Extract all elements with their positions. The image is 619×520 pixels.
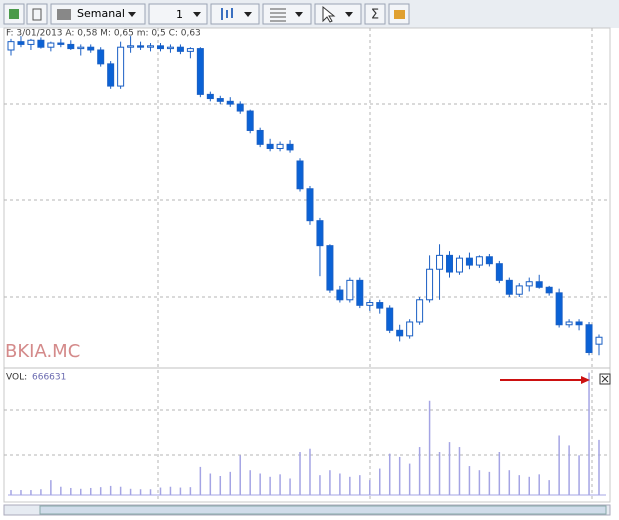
candle-body [426,268,434,301]
candle-body [296,160,304,190]
candle-body [406,321,414,337]
chart-type-button[interactable] [210,3,260,25]
volume-label: VOL: [6,373,27,383]
candle-body [386,307,394,331]
candle-body [376,302,384,309]
candle-body [117,46,125,87]
candle-body [97,49,105,65]
candle-body [505,279,513,295]
candle-body [306,188,314,222]
volume-value: 666631 [32,373,66,383]
arrow-head [581,376,590,384]
candle-body [246,110,254,131]
candle-body [336,289,344,301]
save-icon [9,9,19,19]
scroll-thumb[interactable] [39,505,607,515]
candle-body [545,286,553,294]
close-icon [601,375,609,383]
plot-frame [3,27,611,503]
candle-body [17,41,25,45]
candle-body [137,45,145,48]
config-icon [394,10,405,19]
candle-body [525,281,533,287]
candle-body [585,324,593,354]
candle-body [147,45,155,48]
candle-body [37,39,45,48]
candle-body [127,45,135,48]
candle-body [446,254,454,273]
candle-body [515,285,523,295]
candle-body [346,279,354,301]
candle-body [286,143,294,151]
candle-body [7,41,15,51]
sum-icon: Σ [371,8,379,23]
candle-body [77,46,85,50]
candle-body [166,46,174,50]
candle-body [535,281,543,288]
dropdown-arrow [128,12,136,17]
dropdown-arrow [244,12,252,17]
list-icon [270,8,286,22]
cursor-icon [322,5,336,23]
count-input[interactable] [148,3,208,25]
period-label: Semanal [77,7,125,20]
sum-button[interactable] [364,3,386,25]
cursor-button[interactable] [314,3,362,25]
candle-body [206,93,214,100]
candle-body [186,48,194,52]
candle-body [107,63,115,87]
symbol-label: BKIA.MC [5,341,80,362]
candle-body [156,45,164,50]
delete-button[interactable] [26,3,48,25]
dropdown-arrow [193,12,201,17]
candle-body [366,302,374,306]
candle-body [416,299,424,323]
candle-body [565,321,573,326]
candle-body [455,257,463,273]
candle-body [465,257,473,266]
candle-body [226,100,234,105]
candle-body [216,98,224,102]
trash-icon [32,8,42,21]
candle-body [396,329,404,337]
count-value: 1 [176,8,183,21]
candle-body [555,292,563,326]
dropdown-arrow [295,12,303,17]
calendar-icon [57,9,71,20]
candle-icon [221,8,233,20]
candle-body [87,46,95,51]
candle-body [176,46,184,52]
candle-body [575,321,583,326]
candle-body [326,245,334,291]
candle-body [436,254,444,270]
candle-body [27,39,35,45]
candle-body [356,279,364,306]
candle-body [595,336,603,345]
candle-body [276,143,284,150]
candle-body [475,256,483,266]
info-label: F: 3/01/2013 A: 0,58 M: 0,65 m: 0,5 C: 0… [6,29,201,39]
dropdown-arrow [345,12,353,17]
candle-body [256,129,264,145]
candle-body [67,43,75,50]
candle-body [47,42,55,48]
period-select[interactable] [50,3,146,25]
candle-body [236,103,244,112]
candle-body [316,220,324,247]
candle-body [266,143,274,150]
candle-body [57,42,65,45]
candle-body [495,263,503,281]
candle-body [196,48,204,95]
candle-body [485,256,493,265]
